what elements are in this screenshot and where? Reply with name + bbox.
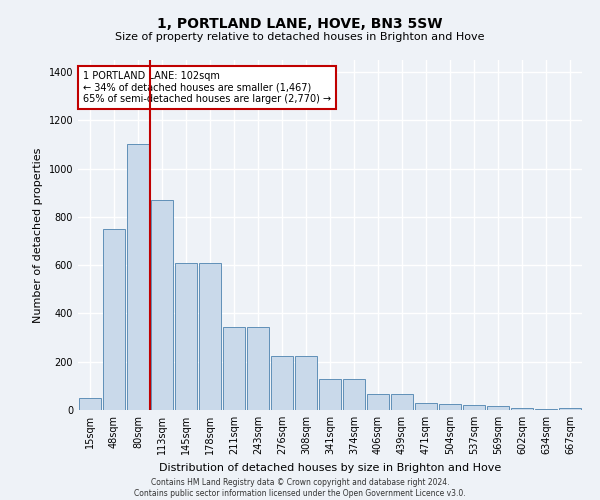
Bar (343, 378, 365, 410)
Bar (511, 408, 533, 410)
Bar (439, 404, 461, 410)
Bar (127, 144, 149, 410)
Bar (295, 356, 317, 410)
Bar (151, 200, 173, 410)
Bar (247, 326, 269, 410)
Bar (463, 405, 485, 410)
Bar (487, 406, 509, 410)
Bar (415, 403, 437, 410)
Bar (391, 394, 413, 410)
Text: 1, PORTLAND LANE, HOVE, BN3 5SW: 1, PORTLAND LANE, HOVE, BN3 5SW (157, 18, 443, 32)
Bar (199, 263, 221, 410)
Bar (175, 263, 197, 410)
Bar (367, 394, 389, 410)
Bar (79, 398, 101, 410)
X-axis label: Distribution of detached houses by size in Brighton and Hove: Distribution of detached houses by size … (159, 462, 501, 472)
Text: Size of property relative to detached houses in Brighton and Hove: Size of property relative to detached ho… (115, 32, 485, 42)
Bar (535, 409, 557, 410)
Text: 1 PORTLAND LANE: 102sqm
← 34% of detached houses are smaller (1,467)
65% of semi: 1 PORTLAND LANE: 102sqm ← 34% of detache… (83, 70, 331, 104)
Text: Contains HM Land Registry data © Crown copyright and database right 2024.
Contai: Contains HM Land Registry data © Crown c… (134, 478, 466, 498)
Bar (103, 229, 125, 410)
Bar (319, 378, 341, 410)
Bar (559, 408, 581, 410)
Bar (271, 356, 293, 410)
Bar (223, 326, 245, 410)
Y-axis label: Number of detached properties: Number of detached properties (33, 148, 43, 322)
